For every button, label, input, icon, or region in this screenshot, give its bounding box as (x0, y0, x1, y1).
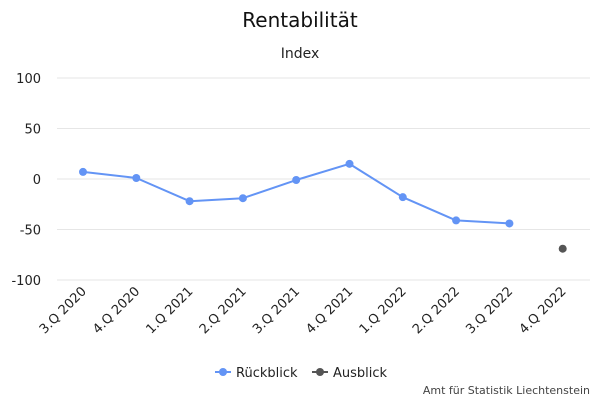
data-point[interactable] (132, 173, 141, 182)
x-tick-label: 4.Q 2021 (303, 284, 356, 337)
x-tick-label: 2.Q 2021 (197, 284, 250, 337)
y-tick-label: 100 (16, 72, 41, 87)
y-tick-label: 50 (24, 123, 41, 138)
x-tick-label: 1.Q 2021 (143, 284, 196, 337)
x-tick-label: 4.Q 2022 (517, 284, 570, 337)
series-layer (79, 159, 567, 253)
legend-item-label[interactable]: Rückblick (236, 366, 298, 381)
x-tick-label: 4.Q 2020 (90, 284, 143, 337)
data-point[interactable] (292, 176, 301, 185)
y-tick-label: 0 (33, 173, 41, 188)
x-axis-ticks: 3.Q 2020 4.Q 2020 1.Q 2021 2.Q 2021 3.Q 2021… (37, 284, 570, 337)
chart-subtitle: Index (281, 46, 320, 62)
data-point[interactable] (345, 159, 354, 168)
data-point[interactable] (398, 193, 407, 202)
data-point[interactable] (505, 219, 514, 228)
data-point[interactable] (558, 244, 567, 253)
x-tick-label: 3.Q 2022 (463, 284, 516, 337)
legend-marker (316, 368, 324, 376)
x-tick-label: 3.Q 2020 (37, 284, 90, 337)
grid-lines (57, 77, 590, 281)
y-axis-ticks: 100 50 0 -50 -100 (11, 72, 41, 289)
data-point[interactable] (238, 194, 247, 203)
credits: Amt für Statistik Liechtenstein (423, 384, 590, 397)
legend: Rückblick Ausblick (215, 366, 388, 381)
data-point[interactable] (452, 216, 461, 225)
legend-marker (219, 368, 227, 376)
legend-item-label[interactable]: Ausblick (333, 366, 388, 381)
series-line (82, 162, 510, 225)
y-tick-label: -50 (20, 224, 41, 239)
y-tick-label: -100 (11, 274, 41, 289)
chart-title: Rentabilität (242, 8, 358, 32)
x-tick-label: 2.Q 2022 (410, 284, 463, 337)
x-tick-label: 3.Q 2021 (250, 284, 303, 337)
data-point[interactable] (79, 167, 87, 176)
x-tick-label: 1.Q 2022 (357, 284, 410, 337)
data-point[interactable] (185, 197, 194, 206)
